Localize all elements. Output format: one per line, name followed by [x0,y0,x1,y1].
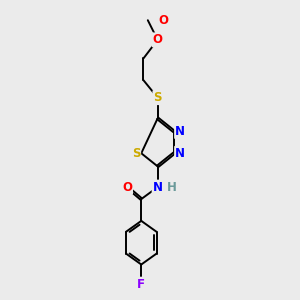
Text: H: H [167,181,177,194]
Text: O: O [159,14,169,27]
Text: N: N [175,147,185,160]
Text: S: S [153,91,162,104]
Text: S: S [132,147,140,160]
Text: F: F [137,278,145,291]
Text: O: O [153,33,163,46]
Text: O: O [122,181,132,194]
Text: N: N [153,181,163,194]
Text: N: N [175,125,185,138]
